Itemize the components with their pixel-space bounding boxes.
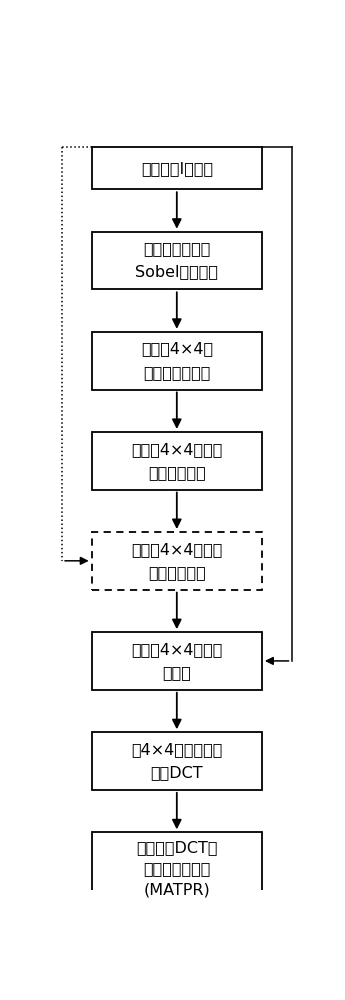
Bar — [91, 632, 262, 690]
Bar — [91, 332, 262, 390]
Text: 数的平均绝对值: 数的平均绝对值 — [143, 861, 210, 876]
Bar — [91, 532, 262, 590]
Bar — [91, 432, 262, 490]
Text: 差图像: 差图像 — [162, 665, 191, 680]
Text: 残差DCT: 残差DCT — [150, 765, 203, 780]
Text: Sobel边缘检测: Sobel边缘检测 — [135, 265, 218, 280]
Text: 位的预测图像: 位的预测图像 — [148, 565, 206, 580]
Bar — [91, 232, 262, 289]
Bar — [91, 732, 262, 790]
Text: 估计各4×4块最优: 估计各4×4块最优 — [131, 442, 223, 457]
Text: 以4×4块为单位的: 以4×4块为单位的 — [131, 742, 223, 757]
Bar — [91, 832, 262, 905]
Text: 帧内预测模式: 帧内预测模式 — [148, 465, 206, 480]
Text: (MATPR): (MATPR) — [144, 882, 210, 897]
Text: 得到以4×4块为单: 得到以4×4块为单 — [131, 542, 223, 557]
Text: 边缘方向直方图: 边缘方向直方图 — [143, 365, 210, 380]
Text: 计算各4×4块的残: 计算各4×4块的残 — [131, 642, 223, 657]
Text: 计算各4×4块: 计算各4×4块 — [141, 342, 213, 357]
Text: 对亮度分量进行: 对亮度分量进行 — [143, 241, 210, 256]
Text: 计算残差DCT系: 计算残差DCT系 — [136, 840, 218, 855]
Text: 读入一个I帧图像: 读入一个I帧图像 — [141, 161, 213, 176]
Bar — [91, 147, 262, 189]
